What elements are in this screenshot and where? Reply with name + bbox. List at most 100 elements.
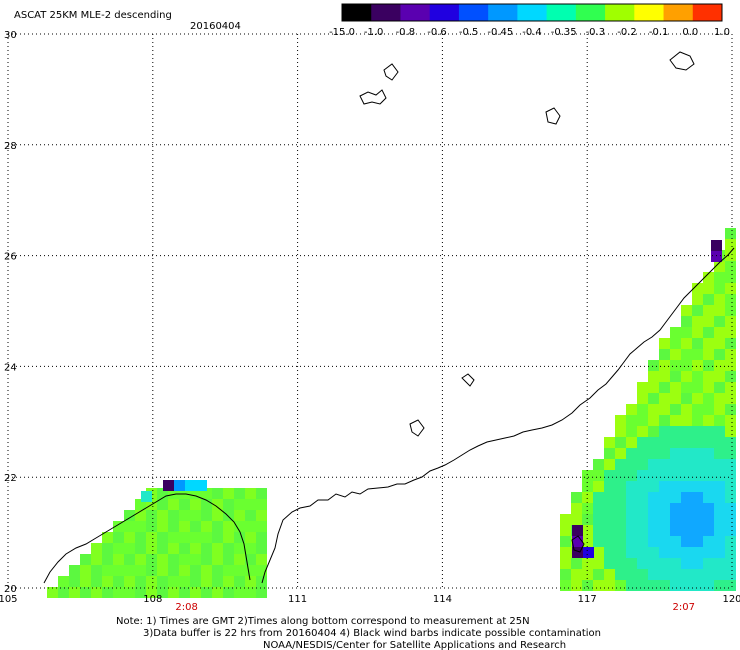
wind-cell xyxy=(725,547,736,558)
wind-cell xyxy=(113,532,124,543)
wind-cell xyxy=(692,415,703,426)
wind-cell xyxy=(714,580,725,591)
wind-cell xyxy=(113,565,124,576)
wind-cell xyxy=(670,426,681,437)
wind-cell xyxy=(179,510,190,521)
wind-cell xyxy=(179,576,190,587)
wind-cell xyxy=(91,576,102,587)
wind-cell xyxy=(681,338,692,349)
wind-cell xyxy=(146,576,157,587)
wind-cell xyxy=(670,371,681,382)
wind-cell xyxy=(714,558,725,569)
wind-cell xyxy=(196,480,207,491)
wind-cell xyxy=(703,338,714,349)
wind-cell xyxy=(124,521,135,532)
wind-cell xyxy=(571,558,582,569)
wind-cell xyxy=(69,576,80,587)
wind-cell xyxy=(725,503,736,514)
wind-cell xyxy=(714,437,725,448)
wind-cell xyxy=(626,437,637,448)
wind-cell xyxy=(725,250,736,261)
wind-cell xyxy=(648,459,659,470)
wind-cell xyxy=(681,393,692,404)
wind-cell xyxy=(582,558,593,569)
wind-cell xyxy=(604,547,615,558)
wind-cell xyxy=(670,536,681,547)
wind-cell xyxy=(146,587,157,598)
wind-cell xyxy=(113,576,124,587)
wind-cell xyxy=(670,360,681,371)
island-small-3 xyxy=(461,373,475,387)
wind-cell xyxy=(725,514,736,525)
wind-cell xyxy=(637,437,648,448)
wind-cell xyxy=(692,514,703,525)
wind-cell xyxy=(102,554,113,565)
wind-cell xyxy=(703,470,714,481)
wind-cell xyxy=(670,415,681,426)
wind-cell xyxy=(670,338,681,349)
wind-cell xyxy=(80,587,91,598)
latitude-labels: 30 28 26 24 22 20 xyxy=(4,30,17,595)
wind-cell xyxy=(659,382,670,393)
wind-cell xyxy=(223,488,234,499)
wind-cell xyxy=(615,536,626,547)
wind-cell xyxy=(212,532,223,543)
latitude-tick-label: 20 xyxy=(4,584,17,595)
wind-cell xyxy=(725,448,736,459)
wind-cell xyxy=(637,470,648,481)
wind-cell xyxy=(91,565,102,576)
wind-cell xyxy=(703,536,714,547)
wind-cell xyxy=(626,481,637,492)
wind-cell xyxy=(212,543,223,554)
island-small-2 xyxy=(669,51,695,71)
wind-cell xyxy=(135,554,146,565)
wind-cell xyxy=(714,272,725,283)
wind-cell xyxy=(670,349,681,360)
wind-cell xyxy=(593,536,604,547)
wind-cell xyxy=(637,404,648,415)
wind-cell xyxy=(245,499,256,510)
colorbar-tick-label: -0.2 xyxy=(617,27,637,38)
wind-cell xyxy=(124,576,135,587)
wind-cell xyxy=(725,558,736,569)
wind-cell xyxy=(714,514,725,525)
wind-cell xyxy=(659,415,670,426)
wind-cell xyxy=(245,510,256,521)
wind-cell xyxy=(714,569,725,580)
wind-cell xyxy=(245,565,256,576)
wind-cell xyxy=(593,580,604,591)
wind-cell xyxy=(659,338,670,349)
wind-cell xyxy=(58,587,69,598)
wind-cell xyxy=(714,382,725,393)
wind-cell xyxy=(681,382,692,393)
wind-cell xyxy=(135,499,146,510)
wind-cell xyxy=(615,470,626,481)
wind-cell xyxy=(593,547,604,558)
wind-cell xyxy=(102,532,113,543)
wind-cell xyxy=(223,532,234,543)
wind-cell xyxy=(135,587,146,598)
wind-cell xyxy=(113,554,124,565)
wind-cell xyxy=(615,525,626,536)
wind-cell xyxy=(626,459,637,470)
wind-cell xyxy=(179,554,190,565)
wind-cell xyxy=(256,521,267,532)
wind-cell xyxy=(681,349,692,360)
wind-cell xyxy=(571,569,582,580)
wind-cell xyxy=(659,360,670,371)
wind-cell xyxy=(725,305,736,316)
wind-cell xyxy=(648,371,659,382)
wind-cell xyxy=(648,360,659,371)
wind-cell xyxy=(703,525,714,536)
swath-east xyxy=(560,228,736,591)
wind-cell xyxy=(714,536,725,547)
wind-cell xyxy=(571,492,582,503)
coastline xyxy=(43,51,735,584)
colorbar-tick-label: -0.1 xyxy=(649,27,669,38)
wind-cell xyxy=(714,360,725,371)
wind-cell xyxy=(582,580,593,591)
wind-cell xyxy=(681,525,692,536)
lat-lon-grid xyxy=(7,33,733,589)
colorbar-frame xyxy=(341,3,723,22)
wind-cell xyxy=(80,554,91,565)
